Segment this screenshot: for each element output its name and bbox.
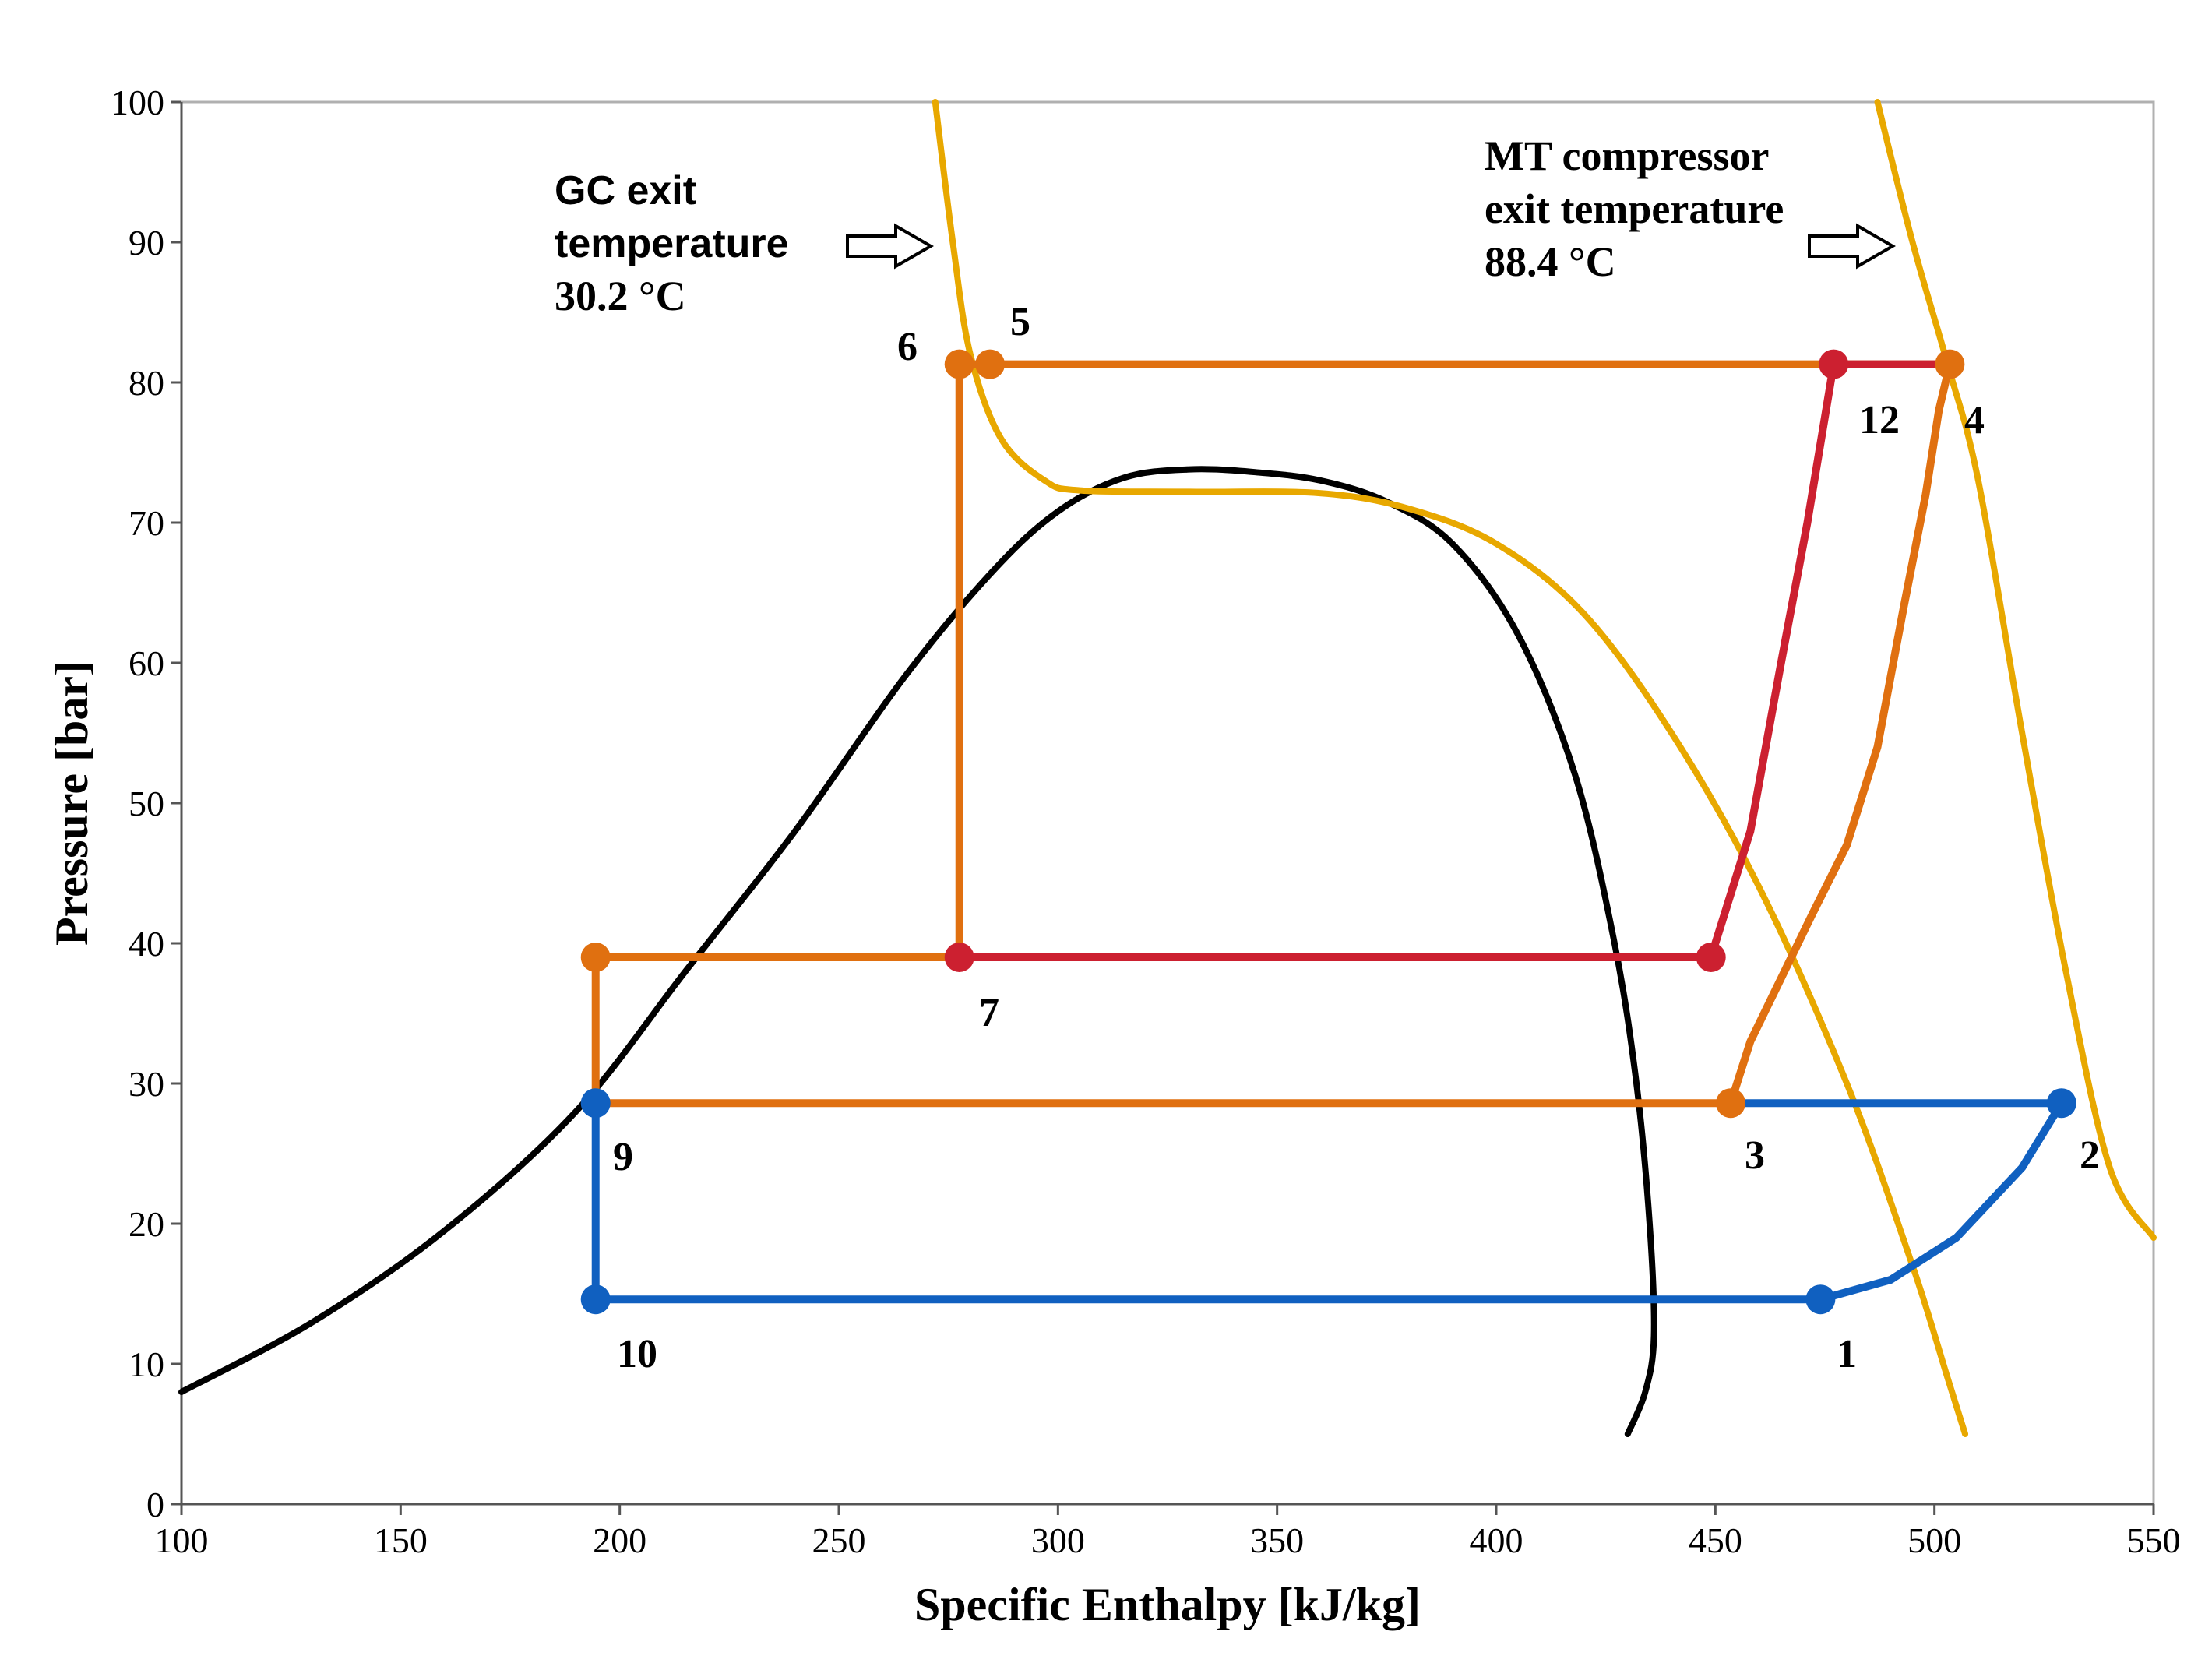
x-tick-label: 200 <box>593 1520 646 1560</box>
y-tick-label: 70 <box>129 503 164 543</box>
y-tick-label: 20 <box>129 1204 164 1244</box>
x-tick-label: 300 <box>1031 1520 1085 1560</box>
marker-point-9 <box>580 943 611 972</box>
marker-point-6 <box>944 349 974 379</box>
point-labels: 1 2 3 4 5 6 7 9 10 12 <box>613 300 2100 1376</box>
series-gc-exit-isotherm-30-2-c <box>932 99 1969 1437</box>
point-label-4: 4 <box>1964 398 1985 442</box>
arrow-right-icon <box>1808 223 1896 270</box>
x-tick-label: 100 <box>155 1520 209 1560</box>
y-tick-label: 100 <box>111 83 164 122</box>
series-mt-compressor-exit-isotherm-88-4-c <box>1874 99 2157 1241</box>
x-tick-label: 150 <box>374 1520 428 1560</box>
arrow-right-icon <box>846 223 934 270</box>
series-high-stage-cycle <box>591 360 1954 1108</box>
point-label-12: 12 <box>1859 398 1900 442</box>
annotation-mt-exit: MT compressor exit temperature 88.4 °C <box>1485 132 1896 285</box>
marker-point-2 <box>2046 1088 2076 1119</box>
marker-point-4 <box>1935 349 1965 379</box>
point-label-9: 9 <box>613 1135 633 1179</box>
y-tick-label: 0 <box>146 1485 164 1524</box>
annotation-mt-line1: MT compressor <box>1485 132 1769 179</box>
markers <box>580 349 2076 1315</box>
series-intermediate-stage <box>955 360 1954 961</box>
x-tick-label: 550 <box>2127 1520 2181 1560</box>
marker-point-10 <box>580 1284 611 1315</box>
annotation-mt-line2: exit temperature <box>1485 185 1784 232</box>
y-tick-label: 60 <box>129 643 164 683</box>
x-tick-label: 400 <box>1470 1520 1523 1560</box>
marker-point-5 <box>975 349 1006 379</box>
annotation-gc-line3: 30.2 °C <box>555 273 686 319</box>
x-tick-label: 250 <box>812 1520 866 1560</box>
point-label-2: 2 <box>2080 1133 2100 1178</box>
y-axis-title: Pressure [bar] <box>46 661 97 946</box>
curves <box>178 99 2157 1437</box>
y-tick-label: 10 <box>129 1344 164 1384</box>
marker-point-1 <box>1805 1284 1836 1315</box>
y-tick-label: 90 <box>129 223 164 262</box>
x-tick-label: 350 <box>1250 1520 1304 1560</box>
annotation-gc-exit: GC exit temperature 30.2 °C <box>555 168 934 319</box>
marker-point <box>1696 943 1726 972</box>
annotation-mt-line3: 88.4 °C <box>1485 238 1616 285</box>
y-tick-label: 40 <box>129 924 164 964</box>
point-label-7: 7 <box>979 991 999 1035</box>
point-label-6: 6 <box>897 325 918 369</box>
marker-point-12 <box>1819 349 1849 379</box>
annotation-gc-line2: temperature <box>555 221 789 266</box>
series-saturation-dome <box>178 466 1657 1437</box>
point-label-5: 5 <box>1010 300 1030 344</box>
y-tick-label: 50 <box>129 784 164 823</box>
point-label-10: 10 <box>617 1332 657 1376</box>
marker-point-3 <box>1716 1088 1746 1119</box>
marker-point-7 <box>944 943 974 972</box>
point-label-3: 3 <box>1745 1133 1765 1178</box>
y-tick-label: 30 <box>129 1064 164 1104</box>
x-axis-title: Specific Enthalpy [kJ/kg] <box>914 1579 1421 1630</box>
x-tick-label: 500 <box>1907 1520 1961 1560</box>
marker-point-9 <box>580 1088 611 1119</box>
annotation-gc-line1: GC exit <box>555 168 696 213</box>
series-low-stage-cycle <box>591 1099 2066 1304</box>
axis-ticks: 100 150 200 250 300 350 400 450 500 5500102030405… <box>111 83 2181 1560</box>
x-tick-label: 450 <box>1689 1520 1742 1560</box>
point-label-1: 1 <box>1837 1332 1857 1376</box>
y-tick-label: 80 <box>129 363 164 403</box>
